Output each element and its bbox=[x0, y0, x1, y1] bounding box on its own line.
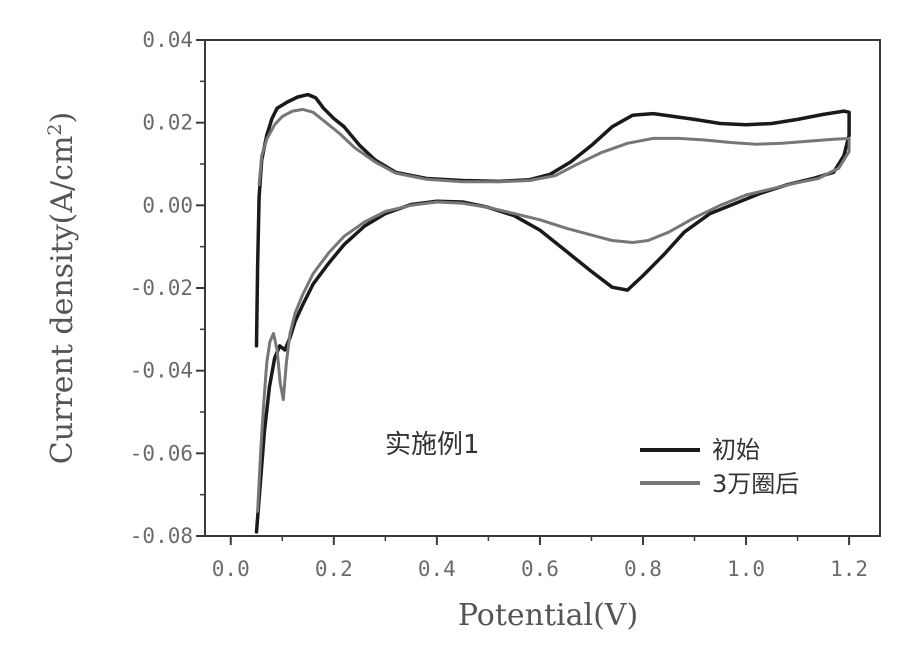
y-axis-title-sup: 2 bbox=[44, 124, 66, 136]
sample-annotation: 实施例1 bbox=[385, 430, 480, 460]
y-tick-label: -0.08 bbox=[130, 524, 193, 548]
x-axis-title: Potential(V) bbox=[458, 598, 638, 633]
series-layer bbox=[257, 95, 850, 532]
x-tick-label: 0.6 bbox=[521, 557, 559, 581]
x-tick-label: 0.4 bbox=[418, 557, 456, 581]
y-axis-title: Current density(A/cm2) bbox=[44, 112, 80, 464]
y-tick-label: 0.02 bbox=[142, 111, 193, 135]
y-tick-label: 0.04 bbox=[142, 28, 193, 52]
tick-labels: 0.0 0.2 0.4 0.6 0.8 1.0 1.2 -0.08 -0.06 -0.04 -0.0… bbox=[130, 28, 868, 581]
legend: 初始 3万圈后 bbox=[640, 436, 799, 498]
x-tick-label: 0.0 bbox=[212, 557, 250, 581]
x-tick-label: 1.2 bbox=[830, 557, 868, 581]
x-tick-label: 1.0 bbox=[727, 557, 765, 581]
series-line-after bbox=[258, 109, 850, 511]
legend-label-initial: 初始 bbox=[712, 436, 760, 464]
x-tick-label: 0.2 bbox=[315, 557, 353, 581]
y-tick-label: 0.00 bbox=[142, 193, 193, 217]
y-tick-label: -0.04 bbox=[130, 359, 193, 383]
y-axis-title-main: Current density(A/cm bbox=[45, 136, 80, 465]
y-tick-label: -0.02 bbox=[130, 276, 193, 300]
series-line-initial bbox=[257, 95, 850, 532]
legend-label-after: 3万圈后 bbox=[712, 470, 799, 498]
y-tick-label: -0.06 bbox=[130, 441, 193, 465]
y-axis-title-close: ) bbox=[45, 112, 80, 124]
x-tick-label: 0.8 bbox=[624, 557, 662, 581]
